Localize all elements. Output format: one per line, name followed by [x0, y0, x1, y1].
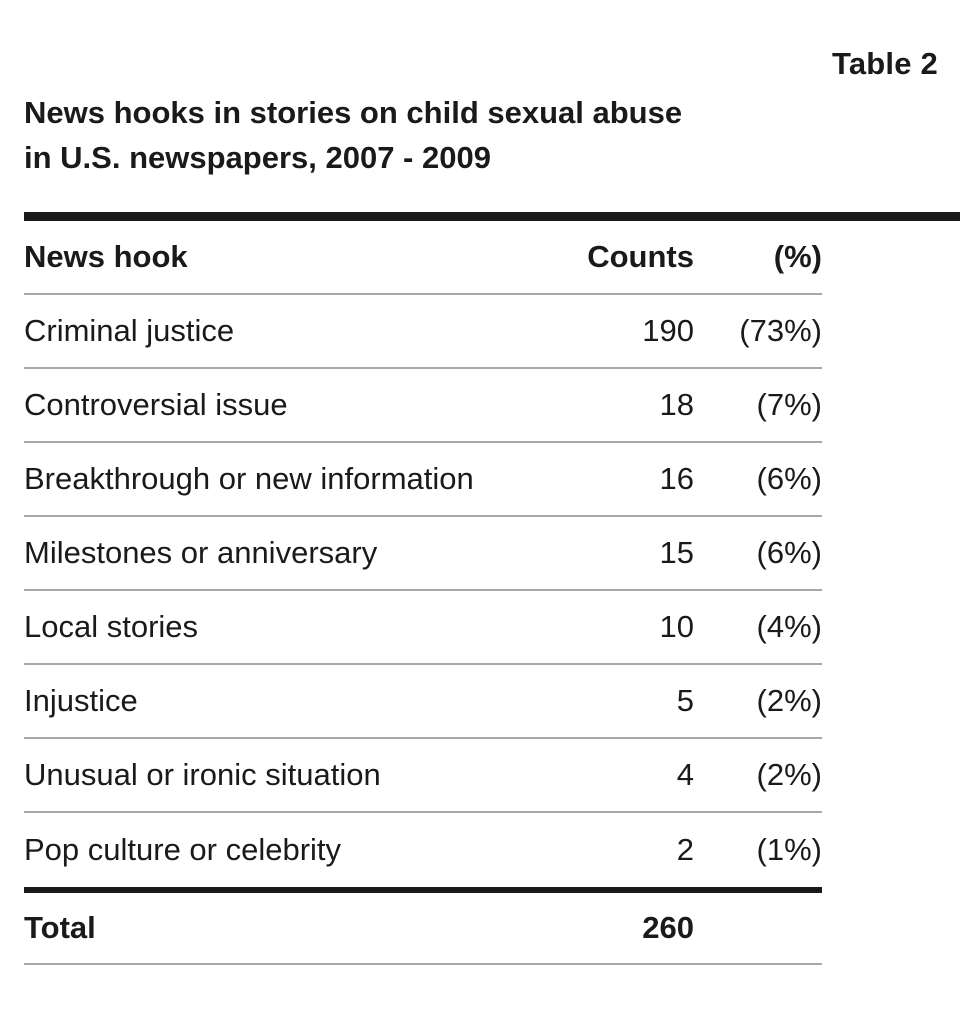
total-count: 260 [642, 910, 694, 945]
table-row: Milestones or anniversary 15 (6%) [24, 517, 822, 591]
row-hook: Unusual or ironic situation [24, 757, 381, 792]
table-header-row: News hook Counts (%) [24, 221, 822, 295]
row-percent: (73%) [739, 313, 822, 348]
row-percent: (2%) [756, 757, 822, 792]
row-percent: (7%) [756, 387, 822, 422]
row-percent: (1%) [756, 832, 822, 867]
table-row: Unusual or ironic situation 4 (2%) [24, 739, 822, 813]
row-count: 190 [642, 313, 694, 348]
row-count: 10 [659, 609, 694, 644]
table-row: Breakthrough or new information 16 (6%) [24, 443, 822, 517]
row-percent: (6%) [756, 461, 822, 496]
row-count: 5 [676, 683, 694, 718]
row-percent: (2%) [756, 683, 822, 718]
header-percent: (%) [773, 239, 822, 274]
table-total-row: Total 260 [24, 893, 822, 965]
row-hook: Injustice [24, 683, 138, 718]
row-count: 4 [676, 757, 694, 792]
table-row: Local stories 10 (4%) [24, 591, 822, 665]
row-count: 18 [659, 387, 694, 422]
row-hook: Breakthrough or new information [24, 461, 474, 496]
table-number: Table 2 [832, 46, 938, 81]
row-percent: (6%) [756, 535, 822, 570]
row-hook: Controversial issue [24, 387, 288, 422]
row-hook: Pop culture or celebrity [24, 832, 342, 867]
table-title: News hooks in stories on child sexual ab… [24, 90, 824, 180]
table-row: Controversial issue 18 (7%) [24, 369, 822, 443]
table-title-line-1: News hooks in stories on child sexual ab… [24, 95, 683, 130]
table-row: Pop culture or celebrity 2 (1%) [24, 813, 822, 887]
table-row: Criminal justice 190 (73%) [24, 295, 822, 369]
row-count: 2 [676, 832, 694, 867]
row-hook: Criminal justice [24, 313, 235, 348]
header-counts: Counts [587, 239, 694, 274]
table-title-line-2: in U.S. newspapers, 2007 - 2009 [24, 140, 491, 175]
row-hook: Local stories [24, 609, 199, 644]
row-percent: (4%) [756, 609, 822, 644]
total-label: Total [24, 910, 96, 945]
table-row: Injustice 5 (2%) [24, 665, 822, 739]
row-count: 16 [659, 461, 694, 496]
row-count: 15 [659, 535, 694, 570]
header-news-hook: News hook [24, 239, 188, 274]
news-hooks-table: News hook Counts (%) Criminal justice 19… [24, 221, 822, 965]
top-rule [24, 212, 960, 221]
row-hook: Milestones or anniversary [24, 535, 378, 570]
total-rule [24, 887, 822, 893]
